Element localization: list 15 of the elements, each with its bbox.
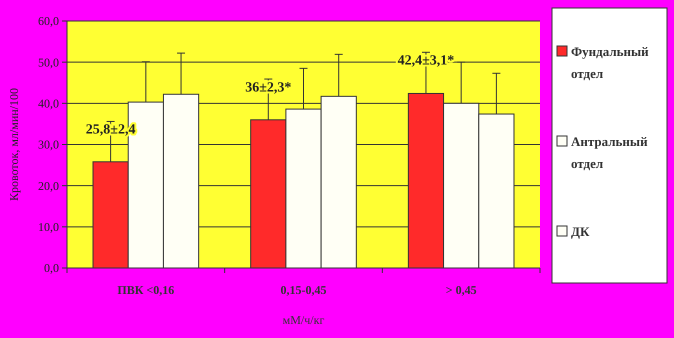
- y-tick-label: 50,0: [38, 55, 59, 70]
- y-tick-label: 60,0: [38, 14, 59, 28]
- y-tick-label: 30,0: [38, 138, 59, 152]
- legend-label: Фундальный отдел: [571, 44, 650, 81]
- x-axis-title: мМ/ч/кг: [282, 313, 324, 327]
- x-tick-label: 0,15-0,45: [280, 283, 326, 297]
- x-tick-label: > 0,45: [446, 283, 477, 297]
- legend-label: Антральный отдел: [571, 134, 648, 171]
- y-tick-label: 40,0: [38, 96, 59, 111]
- y-tick-label: 20,0: [38, 178, 59, 193]
- y-tick-label: 10,0: [38, 220, 59, 234]
- x-tick-label: ПВК <0,16: [117, 283, 174, 297]
- y-axis-title: Кровоток, мл/мин/100: [7, 88, 21, 202]
- legend-label: ДК: [571, 224, 590, 239]
- y-tick-label: 0,0: [44, 261, 59, 276]
